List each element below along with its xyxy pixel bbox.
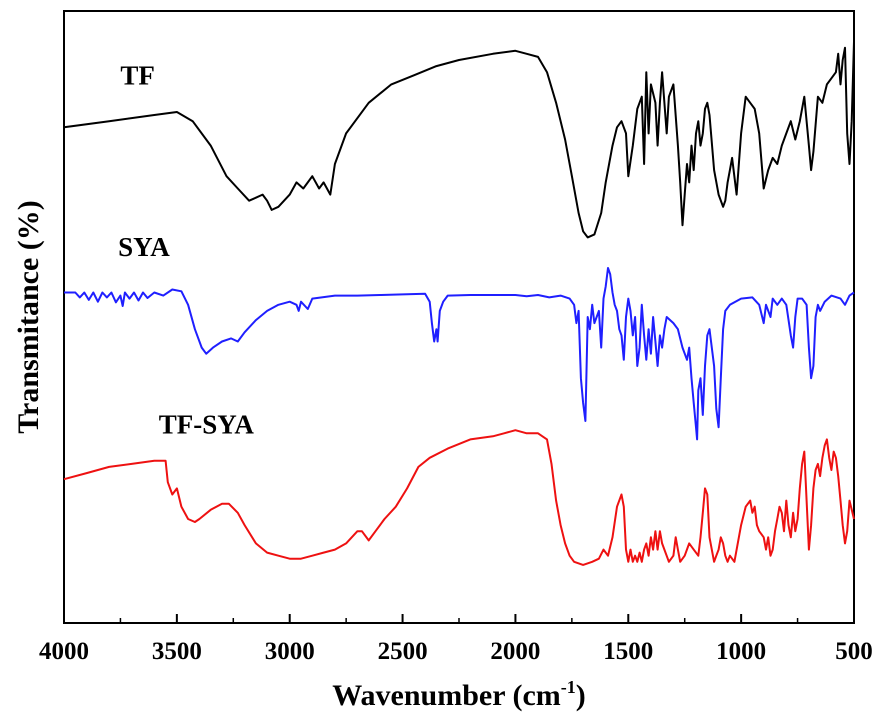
- series-label-layer: TF SYA TF-SYA: [118, 60, 254, 439]
- x-tick-label: 4000: [39, 638, 89, 665]
- x-tick-label: 3000: [265, 638, 315, 665]
- x-tick-label: 3500: [152, 638, 202, 665]
- y-axis-title: Transmitance (%): [12, 200, 45, 434]
- series-label-sya: SYA: [118, 232, 170, 262]
- series-label-tf-sya: TF-SYA: [159, 409, 255, 439]
- x-axis-title-main: Wavenumber (cm: [332, 679, 561, 712]
- series-layer: [63, 41, 855, 566]
- series-line-tf: [63, 41, 855, 239]
- x-tick-label: 1000: [716, 638, 766, 665]
- plot-frame: [63, 10, 855, 624]
- x-axis-title: Wavenumber (cm-1): [332, 677, 586, 712]
- x-tick-label: 2000: [490, 638, 540, 665]
- series-label-tf: TF: [120, 60, 155, 90]
- x-tick-label: 1500: [603, 638, 653, 665]
- x-axis-title-sup: -1: [561, 677, 576, 697]
- series-line-tf-sya: [63, 429, 855, 566]
- x-axis-ticks: 4000 3500 3000 2500 2000 1500 1000 500: [39, 614, 873, 665]
- series-line-sya: [64, 267, 855, 441]
- x-axis-title-end: ): [576, 679, 586, 712]
- x-tick-label: 2500: [378, 638, 428, 665]
- x-tick-label: 500: [835, 638, 873, 665]
